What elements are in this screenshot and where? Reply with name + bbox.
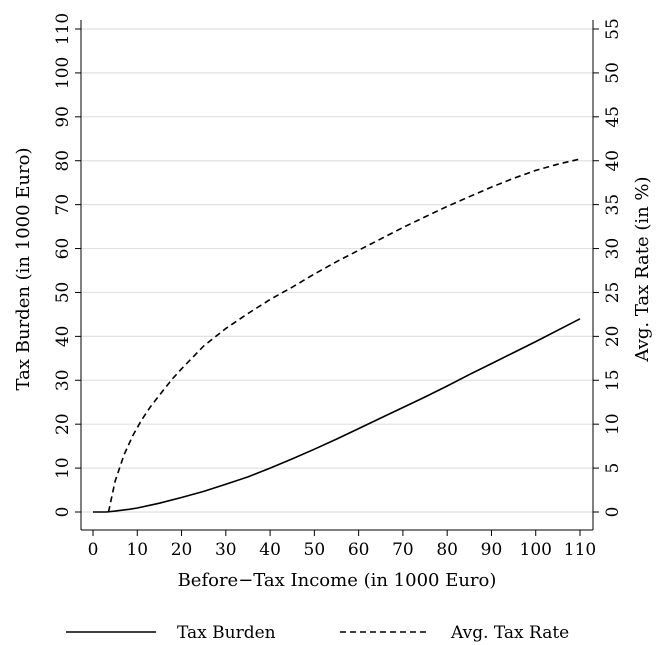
y-tick-label-100: 100 xyxy=(53,57,73,89)
y-tick-label-60: 60 xyxy=(53,238,73,260)
gridlines xyxy=(81,28,593,513)
series-layer xyxy=(93,158,581,513)
y2-tick-label-10: 10 xyxy=(603,413,623,435)
y-tick-label-20: 20 xyxy=(53,413,73,435)
y2-tick-label-40: 40 xyxy=(603,150,623,172)
y2-tick-label-5: 5 xyxy=(603,463,623,474)
y-tick-label-40: 40 xyxy=(53,326,73,348)
y2-axis-title: Avg. Tax Rate (in %) xyxy=(632,176,653,362)
series-line-tax-burden xyxy=(93,318,581,513)
y2-tick-label-50: 50 xyxy=(603,62,623,84)
y2-tick-label-15: 15 xyxy=(603,369,623,391)
y-tick-label-110: 110 xyxy=(53,13,73,45)
x-tick-label-0: 0 xyxy=(88,540,99,560)
y-tick-label-30: 30 xyxy=(53,369,73,391)
x-tick-label-110: 110 xyxy=(564,540,596,560)
y2-tick-label-25: 25 xyxy=(603,282,623,304)
legend: Tax Burden Avg. Tax Rate xyxy=(66,623,569,643)
y2-tick-label-55: 55 xyxy=(603,18,623,40)
x-tick-label-50: 50 xyxy=(304,540,326,560)
x-tick-label-100: 100 xyxy=(520,540,552,560)
y2-tick-label-20: 20 xyxy=(603,326,623,348)
y2-tick-label-35: 35 xyxy=(603,194,623,216)
y-tick-label-80: 80 xyxy=(53,150,73,172)
legend-label-avg-tax-rate: Avg. Tax Rate xyxy=(450,623,569,643)
y-axis-title: Tax Burden (in 1000 Euro) xyxy=(13,148,34,391)
x-axis-title: Before−Tax Income (in 1000 Euro) xyxy=(178,570,497,591)
x-tick-label-80: 80 xyxy=(436,540,458,560)
x-tick-label-30: 30 xyxy=(215,540,237,560)
x-tick-label-40: 40 xyxy=(259,540,281,560)
x-tick-label-90: 90 xyxy=(481,540,503,560)
y-tick-label-70: 70 xyxy=(53,194,73,216)
y-tick-label-10: 10 xyxy=(53,457,73,479)
axes: 0 10 20 30 40 50 60 70 80 90 100 110010203040506070… xyxy=(53,13,623,560)
legend-label-tax-burden: Tax Burden xyxy=(177,623,276,643)
y2-tick-label-0: 0 xyxy=(603,507,623,518)
y2-tick-label-30: 30 xyxy=(603,238,623,260)
series-line-avg-tax-rate xyxy=(107,158,581,513)
x-tick-label-20: 20 xyxy=(171,540,193,560)
y-tick-label-0: 0 xyxy=(53,507,73,518)
x-tick-label-60: 60 xyxy=(348,540,370,560)
y-tick-label-50: 50 xyxy=(53,282,73,304)
y2-tick-label-45: 45 xyxy=(603,106,623,128)
y-tick-label-90: 90 xyxy=(53,106,73,128)
x-tick-label-10: 10 xyxy=(126,540,148,560)
x-tick-label-70: 70 xyxy=(392,540,414,560)
